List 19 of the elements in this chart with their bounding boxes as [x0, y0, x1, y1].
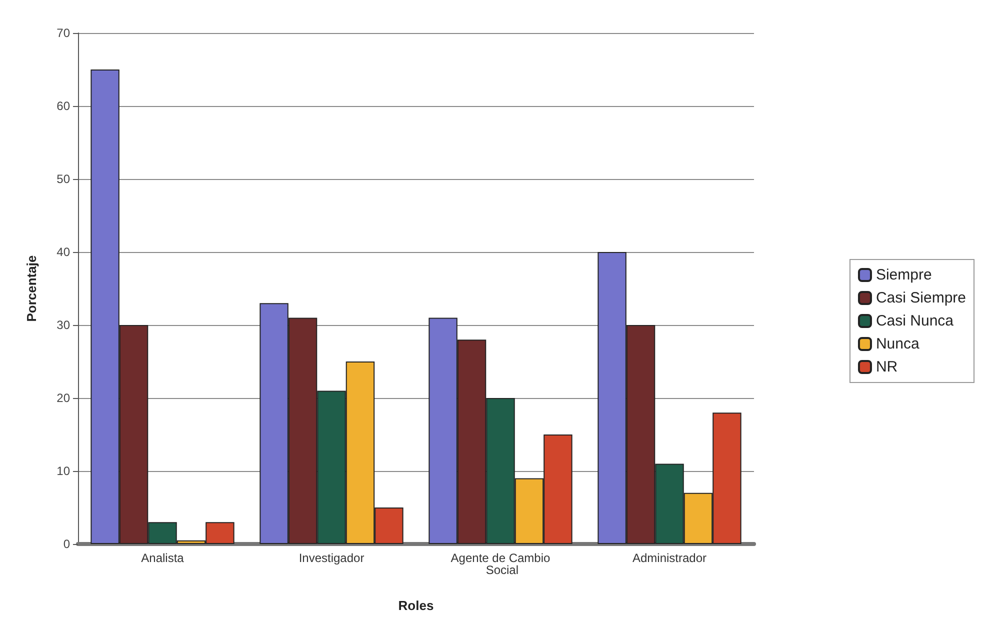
legend-label: NR [876, 358, 898, 376]
legend-label: Casi Nunca [876, 312, 954, 330]
y-tick-label: 10 [56, 464, 70, 478]
y-tick-label: 40 [56, 245, 70, 259]
y-tick-label: 70 [56, 26, 70, 40]
x-tick-label: Agente de Cambio Social [450, 551, 551, 577]
y-tick-label: 0 [63, 537, 70, 551]
x-tick-label: Administrador [632, 551, 707, 565]
x-tick-label: Investigador [298, 551, 364, 565]
legend-label: Siempre [876, 266, 932, 284]
legend-label: Casi Siempre [876, 290, 966, 306]
y-tick-label: 50 [56, 172, 70, 186]
x-tick-label: Analista [141, 551, 184, 565]
y-tick-label: 30 [56, 318, 70, 332]
legend-label: Nunca [876, 336, 920, 352]
y-tick-label: 60 [56, 99, 70, 113]
y-tick-label: 20 [56, 391, 70, 405]
y-axis-title: Porcentaje [24, 255, 39, 322]
x-axis-title: Roles [398, 598, 434, 613]
